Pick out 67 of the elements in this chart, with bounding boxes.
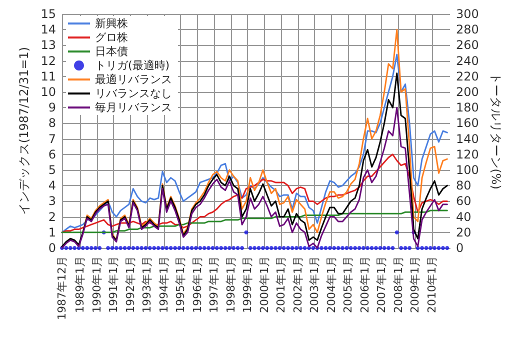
y-tick-label: 6 bbox=[48, 147, 56, 162]
x-tick-label: 2009年1月 bbox=[408, 256, 422, 313]
y-tick-label: 0 bbox=[48, 241, 56, 255]
y2-tick-label: 100 bbox=[456, 163, 479, 177]
y-tick-label: 1 bbox=[48, 225, 56, 240]
y2-axis-title: トータルリターン(%) bbox=[489, 72, 503, 190]
y-tick-label: 9 bbox=[48, 100, 56, 115]
x-tick-label: 1994年1月 bbox=[157, 256, 170, 313]
legend-label: 最適リバランス bbox=[95, 73, 172, 86]
y2-tick-label: 220 bbox=[456, 69, 479, 84]
x-tick-label: 1991年1月 bbox=[107, 256, 120, 313]
y-tick-label: 3 bbox=[48, 194, 56, 208]
y-tick-label: 12 bbox=[40, 54, 56, 68]
y-tick-label: 10 bbox=[40, 85, 56, 99]
line-series bbox=[61, 210, 448, 234]
x-tick-label: 1998年1月 bbox=[224, 256, 238, 313]
legend-label: トリガ(最適時) bbox=[95, 59, 170, 72]
y2-tick-label: 280 bbox=[456, 22, 479, 37]
y-tick-label: 11 bbox=[40, 69, 56, 84]
y-tick-label: 15 bbox=[40, 7, 56, 21]
x-tick-label: 2006年1月 bbox=[358, 256, 372, 313]
x-tick-label: 2008年1月 bbox=[392, 256, 405, 313]
x-tick-label: 1996年1月 bbox=[190, 256, 204, 313]
x-tick-label: 2000年1月 bbox=[258, 256, 271, 313]
y2-tick-label: 120 bbox=[456, 147, 479, 162]
x-tick-label: 1999年1月 bbox=[241, 256, 254, 313]
line-series bbox=[82, 28, 448, 241]
y2-tick-label: 140 bbox=[456, 132, 479, 146]
legend-label: 毎月リバランス bbox=[95, 101, 172, 114]
y-tick-label: 8 bbox=[48, 116, 56, 130]
y2-tick-label: 260 bbox=[456, 38, 479, 52]
legend-label: 新興株 bbox=[95, 17, 128, 30]
x-tick-label: 2002年1月 bbox=[291, 256, 304, 313]
x-tick-label: 1997年1月 bbox=[208, 256, 221, 313]
y-tick-label: 5 bbox=[48, 163, 56, 177]
line-series bbox=[61, 154, 448, 234]
y-tick-label: 4 bbox=[48, 178, 56, 193]
y-tick-label: 14 bbox=[40, 22, 56, 37]
y2-tick-label: 240 bbox=[456, 54, 479, 68]
y2-tick-label: 160 bbox=[456, 116, 479, 130]
x-tick-label: 1992年1月 bbox=[124, 256, 137, 313]
legend-label: 日本債 bbox=[95, 45, 128, 58]
y2-tick-label: 0 bbox=[456, 241, 464, 255]
y2-tick-label: 40 bbox=[456, 210, 472, 224]
y-axis-title: インデックス(1987/12/31=1) bbox=[16, 46, 31, 216]
x-tick-label: 2010年1月 bbox=[425, 256, 438, 313]
x-tick-label: 1993年1月 bbox=[140, 256, 154, 313]
x-tick-label: 2004年1月 bbox=[324, 256, 338, 313]
legend-label: グロ株 bbox=[95, 31, 128, 44]
x-tick-label: 2005年1月 bbox=[342, 256, 355, 313]
y-tick-label: 7 bbox=[48, 132, 56, 146]
x-tick-label: 1990年1月 bbox=[90, 256, 104, 313]
y2-tick-label: 180 bbox=[456, 100, 479, 115]
x-tick-label: 1987年12月 bbox=[56, 256, 68, 320]
y2-tick-label: 300 bbox=[456, 7, 479, 21]
y2-tick-label: 200 bbox=[456, 85, 479, 99]
y2-tick-label: 80 bbox=[456, 178, 472, 193]
x-tick-label: 2003年1月 bbox=[308, 256, 322, 313]
y-tick-label: 13 bbox=[40, 38, 56, 52]
x-tick-label: 1995年1月 bbox=[174, 256, 188, 313]
legend-label: リバランスなし bbox=[95, 87, 172, 100]
y-tick-label: 2 bbox=[48, 210, 56, 224]
y2-tick-label: 20 bbox=[456, 225, 472, 240]
x-tick-label: 1989年1月 bbox=[74, 256, 87, 313]
x-tick-label: 2007年1月 bbox=[375, 256, 388, 313]
y2-tick-label: 60 bbox=[456, 194, 472, 208]
x-tick-label: 2001年1月 bbox=[274, 256, 288, 313]
